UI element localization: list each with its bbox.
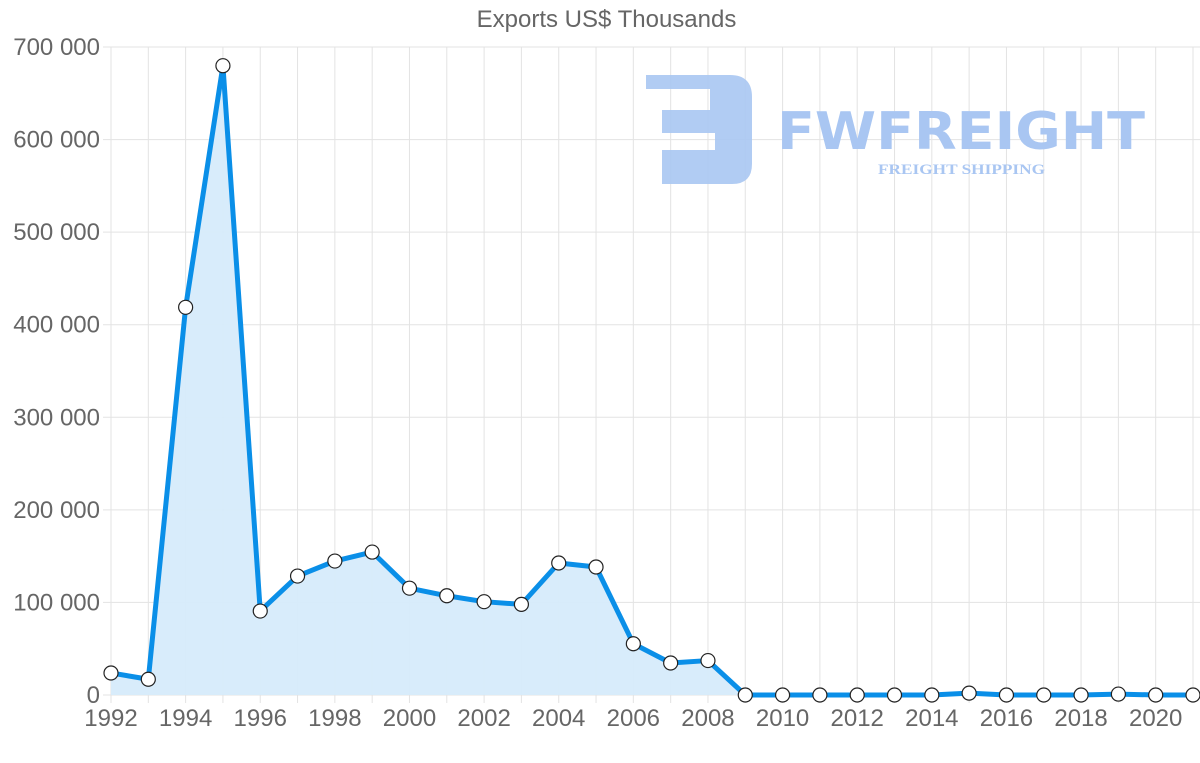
fwfreight-logo-icon (646, 75, 752, 184)
y-axis: 0 100 000 200 000 300 000 400 000 500 000 600 … (13, 34, 100, 709)
x-tick-label: 1994 (159, 705, 212, 732)
data-point-marker (774, 687, 791, 703)
y-tick-label: 300 000 (13, 404, 100, 431)
data-point-marker (439, 588, 455, 604)
data-point-marker (998, 687, 1015, 703)
x-tick-label: 2020 (1129, 705, 1182, 732)
data-point-marker (1185, 687, 1200, 703)
y-tick-label: 700 000 (13, 34, 100, 61)
data-point-marker (289, 568, 306, 584)
x-tick-label: 2004 (532, 705, 585, 732)
watermark-tagline: FREIGHT SHIPPING (878, 162, 1045, 178)
x-tick-label: 2002 (457, 705, 510, 732)
data-point-marker (513, 596, 530, 612)
data-point-marker (812, 687, 828, 703)
data-point-marker (1110, 686, 1126, 702)
data-point-marker (327, 553, 343, 569)
x-tick-label: 1992 (84, 705, 137, 732)
fwfreight-watermark: FWFREIGHT FREIGHT SHIPPING (646, 75, 1146, 184)
x-tick-label: 2014 (905, 705, 958, 732)
x-tick-label: 2018 (1054, 705, 1107, 732)
x-tick-label: 2008 (681, 705, 734, 732)
data-point-marker (551, 555, 567, 571)
y-tick-label: 200 000 (13, 497, 100, 524)
data-point-marker (1148, 687, 1164, 703)
data-point-marker (476, 594, 492, 610)
data-point-marker (252, 603, 268, 619)
y-tick-label: 500 000 (13, 219, 100, 246)
data-point-marker (625, 636, 641, 652)
y-tick-label: 400 000 (13, 312, 100, 339)
data-point-marker (401, 580, 418, 596)
series-area-fill (111, 65, 1193, 695)
data-point-marker (1073, 687, 1089, 703)
y-tick-label: 100 000 (13, 589, 100, 616)
data-point-marker (700, 652, 716, 669)
data-point-marker (1036, 687, 1052, 703)
data-point-marker (961, 685, 977, 701)
data-point-marker (924, 687, 940, 703)
x-tick-label: 1996 (234, 705, 287, 732)
y-tick-label: 0 (87, 682, 100, 709)
chart-title: Exports US$ Thousands (476, 6, 737, 33)
data-point-marker (737, 687, 753, 703)
data-points (103, 58, 1200, 703)
x-tick-label: 2000 (383, 705, 436, 732)
x-tick-label: 1998 (308, 705, 361, 732)
data-point-marker (886, 687, 903, 703)
data-point-marker (178, 299, 194, 315)
x-axis: 1992 1994 1996 1998 2000 2002 2004 2006 2008 2010… (84, 705, 1182, 732)
x-tick-label: 2010 (756, 705, 809, 732)
x-tick-label: 2006 (607, 705, 660, 732)
data-point-marker (663, 655, 679, 671)
data-point-marker (588, 559, 604, 575)
data-point-marker (849, 687, 865, 703)
watermark-brand: FWFREIGHT (777, 102, 1146, 162)
data-point-marker (215, 58, 231, 74)
data-point-marker (103, 665, 119, 681)
data-point-marker (140, 671, 156, 687)
x-tick-label: 2012 (831, 705, 884, 732)
data-point-marker (364, 544, 380, 560)
y-tick-label: 600 000 (13, 127, 100, 154)
x-tick-label: 2016 (980, 705, 1033, 732)
